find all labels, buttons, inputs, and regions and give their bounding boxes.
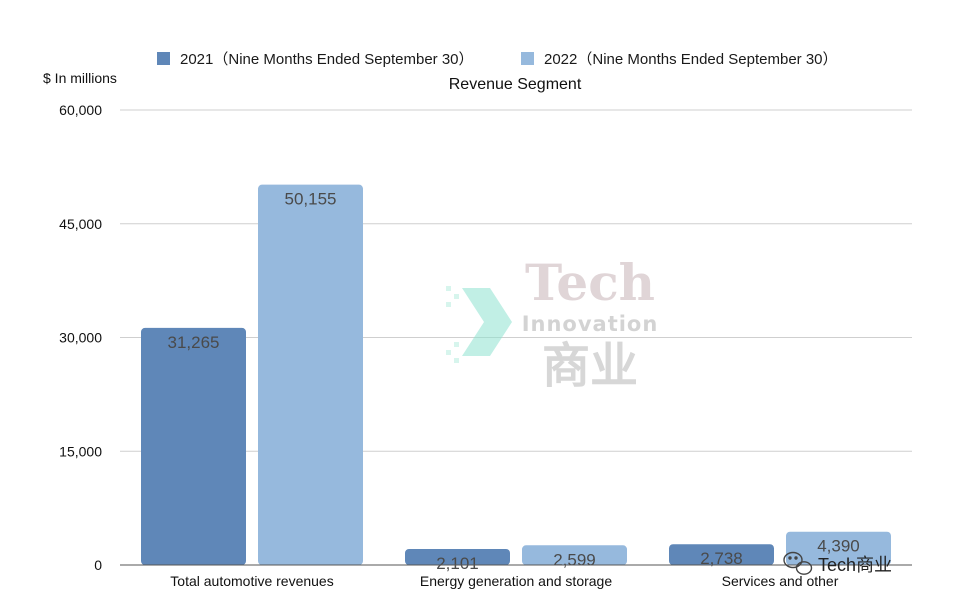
bars xyxy=(141,184,891,566)
x-category-label: Services and other xyxy=(722,573,839,589)
watermark-badge-text: Tech商业 xyxy=(818,555,892,575)
bar-2021 xyxy=(405,549,510,565)
x-category-label: Energy generation and storage xyxy=(420,573,612,589)
data-labels: 31,265 50,155 2,101 2,599 2,738 4,390 xyxy=(168,190,860,573)
y-tick-label: 60,000 xyxy=(59,102,102,118)
legend: 2021（Nine Months Ended September 30） 202… xyxy=(157,51,838,68)
watermark-badge: Tech商业 xyxy=(783,551,892,575)
y-tick-label: 0 xyxy=(94,557,102,573)
legend-swatch-2022 xyxy=(521,52,534,65)
bar-value-label: 2,101 xyxy=(436,554,479,573)
bar-2022 xyxy=(786,531,891,565)
watermark-chevron-icon xyxy=(446,286,512,363)
x-category-label: Total automotive revenues xyxy=(170,573,333,589)
watermark-line2: Innovation xyxy=(522,312,659,336)
legend-label-2022: 2022（Nine Months Ended September 30） xyxy=(544,51,838,68)
bar-value-label: 31,265 xyxy=(168,333,220,352)
bar-value-label: 4,390 xyxy=(817,537,860,556)
y-tick-label: 15,000 xyxy=(59,443,102,459)
y-axis-ticks: 0 15,000 30,000 45,000 60,000 xyxy=(59,102,102,573)
x-axis-categories: Total automotive revenues Energy generati… xyxy=(170,573,838,589)
watermark-logo: Tech Innovation 商业 xyxy=(446,253,659,394)
y-tick-label: 30,000 xyxy=(59,330,102,346)
gridlines xyxy=(120,109,912,452)
legend-swatch-2021 xyxy=(157,52,170,65)
bar-value-label: 50,155 xyxy=(285,190,337,209)
bar-value-label: 2,599 xyxy=(553,550,596,569)
y-tick-label: 45,000 xyxy=(59,216,102,232)
bar-2021 xyxy=(669,544,774,565)
legend-label-2021: 2021（Nine Months Ended September 30） xyxy=(180,51,474,68)
chart-title: Revenue Segment xyxy=(449,76,582,93)
bar-2021 xyxy=(141,327,246,565)
bar-2022 xyxy=(522,545,627,565)
y-axis-unit-label: $ In millions xyxy=(43,70,117,86)
watermark-line1: Tech xyxy=(525,253,655,312)
wechat-icon xyxy=(783,551,813,575)
watermark-line3: 商业 xyxy=(542,338,638,394)
bar-value-label: 2,738 xyxy=(700,549,743,568)
bar-2022 xyxy=(258,184,363,566)
